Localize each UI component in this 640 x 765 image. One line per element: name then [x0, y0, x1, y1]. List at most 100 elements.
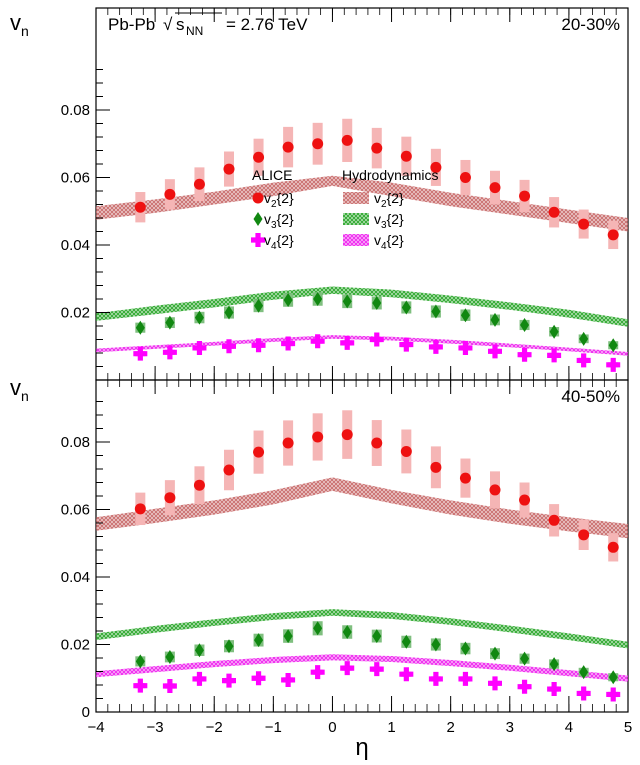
data-point-v32: [342, 625, 352, 640]
axes-ticks: 0.02 0.04 0.06 0.08 0 0.02 0.04 0.06 0.08 −4 −3 −2 −…: [61, 8, 632, 736]
data-point-v22: [459, 472, 471, 484]
data-point-v22: [430, 461, 442, 473]
data-point-v22: [223, 464, 235, 476]
x-tick-label: 0: [328, 719, 336, 736]
top-y-axis-title: vn: [10, 10, 29, 39]
data-point-v32: [313, 292, 323, 306]
x-tick-label: −3: [147, 719, 164, 736]
data-point-v42: [251, 671, 266, 686]
x-tick-label: 4: [565, 719, 573, 736]
legend-model-v3: v3{2}: [374, 211, 404, 231]
legend-band-v22: [343, 192, 369, 204]
legend-model-v4: v4{2}: [374, 232, 404, 252]
data-point-v32: [520, 317, 530, 332]
y-tick-label: 0.04: [61, 237, 90, 254]
data-point-v32: [283, 629, 293, 644]
data-point-v32: [254, 298, 264, 313]
data-point-v42: [162, 345, 177, 360]
legend-entry-v4: v4{2}: [264, 232, 294, 252]
data-point-v22: [282, 437, 294, 449]
data-point-v22: [253, 446, 265, 458]
data-point-v22: [430, 161, 442, 173]
data-point-v32: [490, 646, 500, 661]
data-point-v22: [312, 431, 324, 443]
data-point-v42: [281, 672, 296, 687]
y-tick-label: 0.08: [61, 434, 90, 451]
legend-band-v32: [343, 213, 369, 225]
data-point-v32: [579, 331, 589, 346]
legend-marker-v22: [252, 192, 264, 204]
data-point-v32: [165, 649, 175, 664]
x-tick-label: −4: [87, 719, 104, 736]
x-tick-label: 3: [506, 719, 514, 736]
top-centrality-label: 20-30%: [561, 15, 620, 34]
data-point-v22: [519, 494, 531, 506]
data-point-v42: [458, 340, 473, 355]
data-point-v42: [340, 661, 355, 676]
data-point-v32: [401, 300, 411, 315]
data-point-v32: [520, 651, 530, 666]
legend-entry-v3: v3{2}: [264, 211, 294, 231]
data-point-v32: [224, 305, 234, 320]
data-point-v32: [460, 641, 470, 656]
data-point-v32: [135, 320, 145, 335]
x-tick-label: −2: [206, 719, 223, 736]
data-point-v22: [371, 437, 383, 449]
data-point-v22: [607, 541, 619, 553]
data-point-v22: [341, 429, 353, 441]
data-point-v32: [431, 637, 441, 652]
data-point-v32: [608, 338, 618, 353]
x-tick-label: −1: [265, 719, 282, 736]
data-point-v42: [428, 339, 443, 354]
x-tick-label: 5: [624, 719, 632, 736]
bottom-centrality-label: 40-50%: [561, 387, 620, 406]
data-point-v42: [310, 334, 325, 349]
data-point-v42: [488, 676, 502, 691]
data-point-v42: [369, 662, 384, 677]
y-tick-label: 0.06: [61, 170, 90, 187]
data-point-v22: [578, 218, 590, 230]
data-point-v42: [606, 687, 621, 702]
data-point-v22: [253, 151, 265, 163]
data-point-v42: [458, 671, 473, 686]
data-point-v22: [548, 206, 560, 218]
data-point-v22: [193, 479, 205, 491]
sqrt-symbol: √: [163, 15, 173, 34]
data-point-v32: [401, 634, 411, 649]
data-point-v32: [135, 654, 145, 669]
model-band-v22-bottom: [96, 477, 628, 539]
y-tick-label: 0.04: [61, 569, 90, 586]
data-point-v42: [517, 679, 532, 694]
bottom-data-points: [133, 410, 621, 702]
data-point-v32: [224, 639, 234, 654]
data-point-v22: [164, 188, 176, 200]
data-point-v22: [459, 172, 471, 183]
data-point-v32: [608, 670, 618, 685]
legend: ALICE Hydrodynamics v2{2} v3{2} v4{2} v2…: [251, 167, 438, 252]
data-point-v32: [194, 643, 204, 658]
y-tick-label: 0.06: [61, 502, 90, 519]
bottom-y-axis-title: vn: [10, 375, 29, 404]
data-point-v42: [133, 678, 148, 693]
data-point-v42: [222, 673, 236, 688]
y-tick-label: 0: [82, 704, 90, 721]
data-point-v42: [517, 347, 532, 362]
energy-s-letter: s: [176, 15, 185, 34]
model-band-v32-top: [96, 286, 628, 327]
y-tick-label: 0.02: [61, 637, 90, 654]
data-point-v42: [251, 338, 266, 353]
data-point-v22: [134, 503, 146, 515]
data-point-v32: [460, 308, 470, 323]
legend-entry-v2: v2{2}: [264, 190, 294, 210]
y-tick-label: 0.08: [61, 102, 90, 119]
legend-markers: [251, 192, 369, 247]
top-data-points: [133, 118, 621, 372]
data-point-v22: [578, 529, 590, 541]
data-point-v42: [192, 340, 207, 355]
data-point-v22: [519, 190, 531, 202]
data-point-v32: [372, 629, 382, 644]
data-point-v32: [194, 310, 204, 325]
data-point-v32: [254, 633, 264, 648]
x-tick-label: 2: [446, 719, 454, 736]
